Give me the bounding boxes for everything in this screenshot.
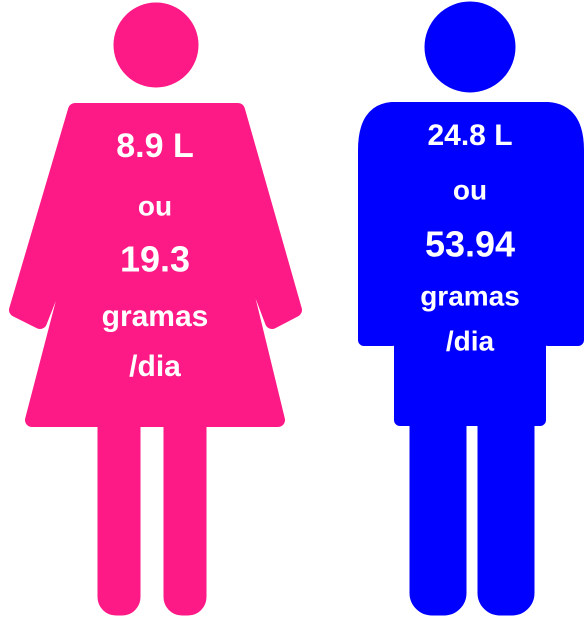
male-text: /dia <box>446 325 495 356</box>
female-text: /dia <box>129 350 181 383</box>
male-head <box>424 1 516 93</box>
female-right-leg <box>163 399 207 616</box>
female-left-leg <box>97 399 141 616</box>
male-text: 53.94 <box>425 224 515 265</box>
male-body <box>358 102 584 426</box>
male-text: gramas <box>420 280 520 311</box>
female-text: gramas <box>102 300 209 333</box>
male-left-leg <box>409 399 467 616</box>
female-body <box>9 103 302 427</box>
female-figure <box>9 2 302 616</box>
female-text: 8.9 L <box>116 127 193 165</box>
male-text: 24.8 L <box>427 119 512 152</box>
male-figure <box>358 1 584 616</box>
female-text: ou <box>138 190 172 221</box>
female-text: 19.3 <box>120 239 190 280</box>
male-text: ou <box>453 174 487 205</box>
female-head <box>113 2 199 88</box>
male-right-leg <box>477 399 535 616</box>
